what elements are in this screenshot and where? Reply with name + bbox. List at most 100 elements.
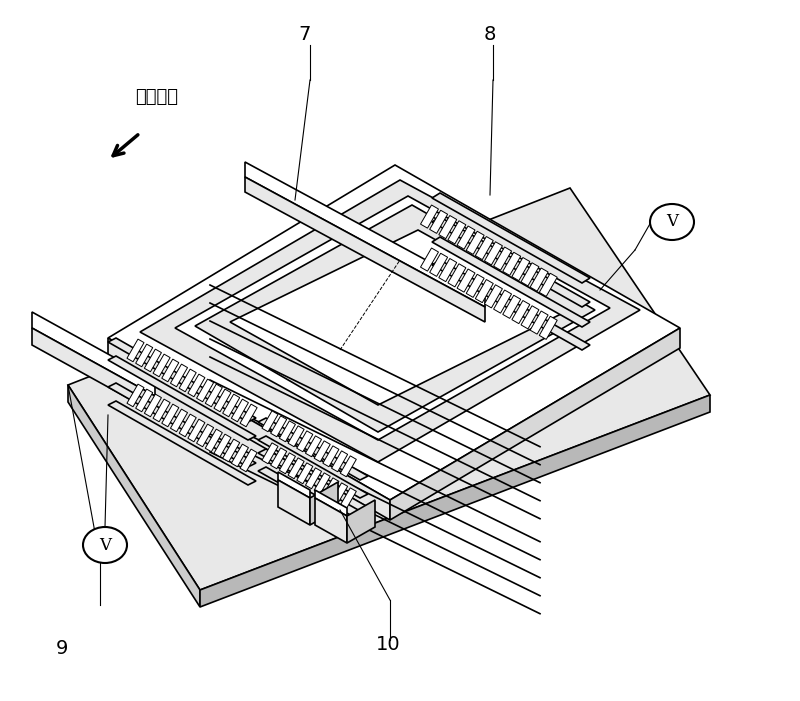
Polygon shape	[438, 259, 457, 282]
Polygon shape	[323, 478, 339, 498]
Polygon shape	[68, 385, 200, 607]
Polygon shape	[347, 500, 375, 543]
Polygon shape	[421, 205, 438, 228]
Polygon shape	[127, 384, 144, 407]
Polygon shape	[258, 449, 368, 511]
Polygon shape	[240, 404, 257, 427]
Polygon shape	[170, 409, 187, 432]
Polygon shape	[188, 419, 205, 442]
Polygon shape	[306, 468, 322, 489]
Text: V: V	[666, 214, 678, 231]
Ellipse shape	[83, 527, 127, 563]
Polygon shape	[162, 404, 179, 427]
Polygon shape	[108, 165, 680, 500]
Polygon shape	[475, 236, 494, 259]
Text: 8: 8	[484, 25, 496, 44]
Polygon shape	[421, 248, 438, 271]
Polygon shape	[297, 431, 313, 451]
Polygon shape	[512, 257, 530, 280]
Polygon shape	[262, 443, 278, 464]
Polygon shape	[530, 268, 548, 291]
Polygon shape	[206, 384, 222, 407]
Polygon shape	[136, 344, 153, 367]
Polygon shape	[315, 490, 347, 516]
Polygon shape	[475, 280, 494, 303]
Polygon shape	[485, 285, 502, 308]
Polygon shape	[197, 424, 214, 447]
Polygon shape	[340, 456, 356, 477]
Polygon shape	[175, 196, 610, 440]
Polygon shape	[222, 439, 240, 462]
Polygon shape	[466, 231, 484, 254]
Polygon shape	[521, 306, 539, 329]
Polygon shape	[179, 369, 196, 392]
Polygon shape	[314, 473, 330, 494]
Polygon shape	[390, 328, 680, 520]
Polygon shape	[214, 434, 231, 457]
Polygon shape	[438, 215, 457, 238]
Polygon shape	[108, 356, 256, 440]
Polygon shape	[340, 488, 356, 509]
Polygon shape	[430, 253, 448, 276]
Polygon shape	[170, 364, 187, 387]
Polygon shape	[214, 389, 231, 411]
Polygon shape	[108, 383, 256, 467]
Polygon shape	[494, 247, 511, 270]
Polygon shape	[288, 458, 304, 479]
Polygon shape	[331, 451, 348, 472]
Polygon shape	[512, 301, 530, 324]
Polygon shape	[331, 483, 348, 504]
Polygon shape	[448, 264, 466, 287]
Polygon shape	[521, 263, 539, 286]
Polygon shape	[432, 217, 590, 307]
Polygon shape	[108, 401, 256, 485]
Polygon shape	[432, 237, 590, 327]
Text: 9: 9	[56, 639, 68, 658]
Polygon shape	[432, 193, 590, 283]
Polygon shape	[188, 374, 205, 397]
Polygon shape	[539, 316, 558, 339]
Polygon shape	[32, 312, 155, 396]
Polygon shape	[258, 436, 368, 498]
Polygon shape	[270, 448, 286, 469]
Polygon shape	[279, 421, 295, 442]
Polygon shape	[32, 328, 155, 413]
Polygon shape	[448, 221, 466, 244]
Polygon shape	[270, 416, 286, 437]
Polygon shape	[539, 273, 558, 297]
Text: 驱动方向: 驱动方向	[135, 88, 178, 106]
Polygon shape	[245, 177, 485, 322]
Polygon shape	[457, 226, 475, 249]
Ellipse shape	[650, 204, 694, 240]
Polygon shape	[430, 210, 448, 233]
Polygon shape	[278, 472, 310, 498]
Polygon shape	[288, 426, 304, 447]
Polygon shape	[262, 411, 278, 432]
Polygon shape	[200, 395, 710, 607]
Polygon shape	[144, 349, 162, 372]
Polygon shape	[136, 389, 153, 411]
Polygon shape	[179, 414, 196, 437]
Polygon shape	[432, 260, 590, 350]
Polygon shape	[108, 338, 390, 520]
Text: 10: 10	[376, 636, 400, 655]
Polygon shape	[310, 482, 338, 525]
Polygon shape	[108, 338, 256, 422]
Polygon shape	[258, 467, 368, 529]
Polygon shape	[222, 394, 240, 417]
Polygon shape	[494, 290, 511, 313]
Polygon shape	[245, 162, 485, 307]
Text: 7: 7	[299, 25, 311, 44]
Polygon shape	[153, 354, 170, 376]
Text: V: V	[99, 536, 111, 554]
Polygon shape	[162, 359, 179, 382]
Polygon shape	[258, 418, 368, 480]
Polygon shape	[245, 165, 485, 295]
Polygon shape	[153, 399, 170, 422]
Polygon shape	[144, 394, 162, 417]
Polygon shape	[485, 242, 502, 265]
Polygon shape	[297, 463, 313, 484]
Polygon shape	[231, 444, 249, 467]
Polygon shape	[127, 339, 144, 362]
Polygon shape	[68, 188, 710, 590]
